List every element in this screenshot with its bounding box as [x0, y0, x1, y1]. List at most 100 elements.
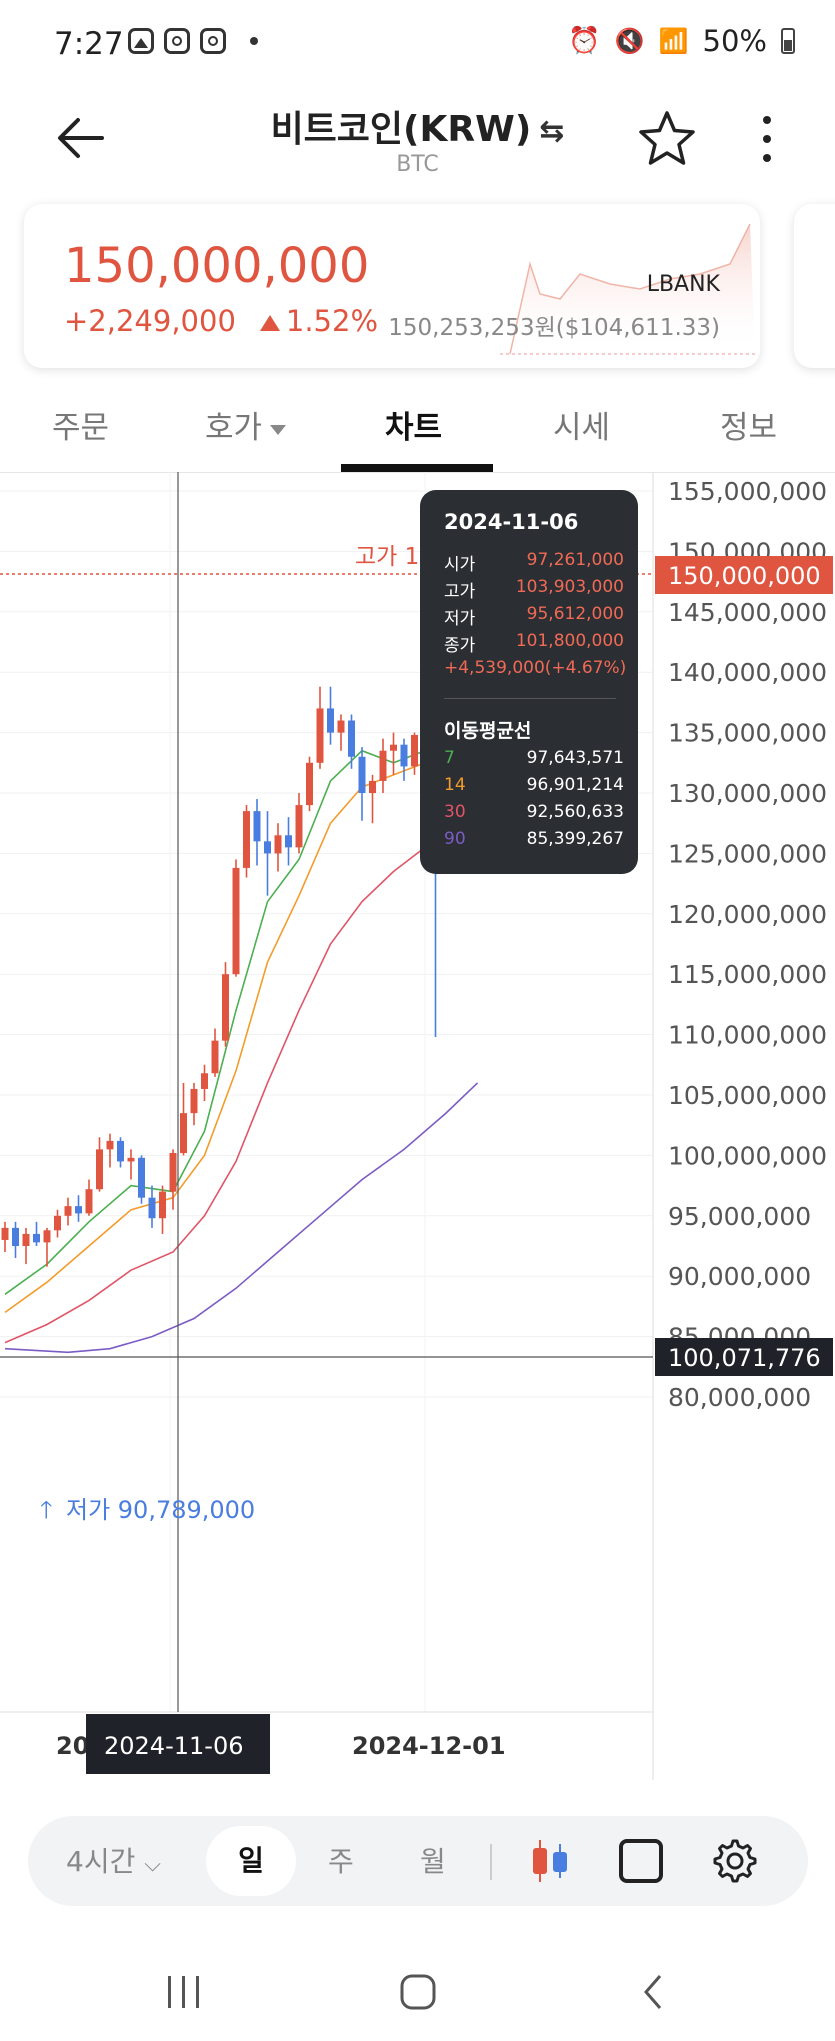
- candle-body: [264, 841, 271, 854]
- fullscreen-icon[interactable]: [618, 1838, 664, 1884]
- y-tick-label: 145,000,000: [668, 598, 827, 627]
- interval-select[interactable]: 4시간 ⌵: [66, 1840, 161, 1880]
- instagram-icon-2: [200, 28, 226, 54]
- candle-body: [211, 1040, 219, 1074]
- back-nav-icon[interactable]: [638, 1972, 668, 2012]
- candle: [43, 1227, 51, 1267]
- more-options-icon[interactable]: [752, 108, 782, 170]
- chart-toolbar: 4시간 ⌵ 일 주 월: [28, 1816, 808, 1906]
- tab-orderbook-label: 호가: [205, 410, 263, 446]
- up-triangle-icon: [259, 315, 280, 331]
- candle: [75, 1195, 82, 1222]
- exchange-name: LBANK: [646, 272, 720, 297]
- candle: [201, 1064, 208, 1102]
- tab-bar: 주문 호가 차트 시세 정보: [0, 380, 835, 473]
- system-nav-bar: [0, 1940, 835, 2041]
- period-month-button[interactable]: 월: [420, 1845, 446, 1878]
- tooltip-ma14: 14 96,901,214: [444, 775, 624, 795]
- candle-body: [127, 1157, 135, 1162]
- period-week-button[interactable]: 주: [328, 1845, 354, 1878]
- candle-body: [96, 1149, 103, 1190]
- candle-body: [190, 1088, 198, 1114]
- change-amount: +2,249,000: [64, 304, 236, 338]
- candle: [138, 1155, 145, 1204]
- recent-apps-icon[interactable]: [164, 1974, 204, 2010]
- chevron-down-icon: [270, 424, 287, 435]
- candle: [148, 1185, 156, 1228]
- candle-body: [12, 1227, 19, 1246]
- home-icon[interactable]: [398, 1972, 438, 2012]
- candle: [117, 1137, 124, 1168]
- y-tick-label: 135,000,000: [668, 719, 827, 748]
- tooltip-value: 103,903,000: [515, 577, 624, 597]
- ma-label: 14: [444, 775, 466, 795]
- candle-body: [232, 867, 240, 975]
- tooltip-ma-title: 이동평균선: [444, 720, 532, 742]
- candle-body: [316, 708, 324, 763]
- candle-type-icon[interactable]: [528, 1838, 572, 1884]
- candle: [243, 805, 250, 878]
- candle: [253, 799, 261, 866]
- alarm-icon: ⏰: [568, 26, 601, 56]
- candle-body: [117, 1140, 124, 1162]
- y-tick-label: 105,000,000: [668, 1081, 827, 1110]
- tooltip-row-low: 저가 95,612,000: [444, 604, 624, 629]
- tooltip-ma90: 90 85,399,267: [444, 829, 624, 849]
- status-bar: 7:27 ⏰ 🔇 📶 50%: [0, 0, 835, 90]
- next-card[interactable]: [794, 204, 835, 368]
- candle: [358, 747, 366, 821]
- candle-body: [43, 1230, 51, 1243]
- candle: [85, 1179, 93, 1216]
- back-arrow-icon[interactable]: [52, 108, 112, 168]
- change-percent: 1.52%: [285, 304, 379, 338]
- candle: [327, 686, 334, 745]
- ma-line-90: [4, 1082, 479, 1354]
- ma-value: 97,643,571: [526, 748, 624, 768]
- tooltip-label: 저가: [444, 609, 476, 629]
- candle: [274, 823, 282, 872]
- candle-body: [106, 1140, 114, 1150]
- candle-body: [327, 708, 334, 733]
- y-tick-label: 90,000,000: [668, 1262, 811, 1291]
- tooltip-row-close: 종가 101,800,000: [444, 631, 624, 656]
- candle-body: [85, 1189, 93, 1214]
- tab-info[interactable]: 정보: [720, 410, 778, 446]
- candle-body: [54, 1215, 61, 1231]
- battery-percent: 50%: [702, 24, 767, 58]
- tab-market-price[interactable]: 시세: [553, 410, 611, 446]
- current-price: 150,000,000: [64, 238, 370, 294]
- price-chart[interactable]: 155,000,000 150,000,000 145,000,000 140,000…: [0, 472, 835, 1780]
- tooltip-divider: [444, 698, 616, 699]
- tab-order[interactable]: 주문: [52, 410, 110, 446]
- candle: [222, 962, 229, 1047]
- candle-body: [337, 720, 345, 733]
- y-tick-label: 80,000,000: [668, 1383, 811, 1412]
- candle-body: [400, 744, 408, 767]
- y-tick-label: 95,000,000: [668, 1202, 811, 1231]
- tooltip-ma30: 30 92,560,633: [444, 802, 624, 822]
- candle: [54, 1209, 61, 1238]
- swap-icon[interactable]: ⇆: [539, 114, 565, 149]
- wifi-icon: 📶: [658, 27, 689, 55]
- tab-chart[interactable]: 차트: [385, 410, 443, 446]
- favorite-star-icon[interactable]: [636, 108, 698, 170]
- candle: [369, 774, 376, 824]
- low-arrow-icon: 🡑: [40, 1496, 52, 1524]
- tooltip-ma7: 7 97,643,571: [444, 748, 624, 768]
- x-label-partial: 20: [56, 1732, 89, 1760]
- y-tick-label: 155,000,000: [668, 477, 827, 506]
- candle-body: [348, 720, 355, 757]
- candle: [285, 817, 292, 866]
- toolbar-divider: [490, 1844, 492, 1880]
- period-day-button[interactable]: 일: [206, 1826, 296, 1896]
- coin-symbol: BTC: [396, 152, 439, 177]
- low-price-label: 저가 90,789,000: [66, 1496, 255, 1524]
- page-title[interactable]: 비트코인(KRW) ⇆: [0, 100, 835, 152]
- price-card[interactable]: 150,000,000 +2,249,000 1.52% LBANK 150,25…: [24, 204, 760, 368]
- settings-gear-icon[interactable]: [708, 1836, 758, 1886]
- candlestick-chart[interactable]: 155,000,000 150,000,000 145,000,000 140,000…: [0, 472, 835, 1780]
- crosshair-price-tag: 100,071,776: [668, 1344, 821, 1372]
- candle-body: [253, 811, 261, 842]
- tab-orderbook[interactable]: 호가: [205, 402, 287, 447]
- candle: [411, 732, 418, 775]
